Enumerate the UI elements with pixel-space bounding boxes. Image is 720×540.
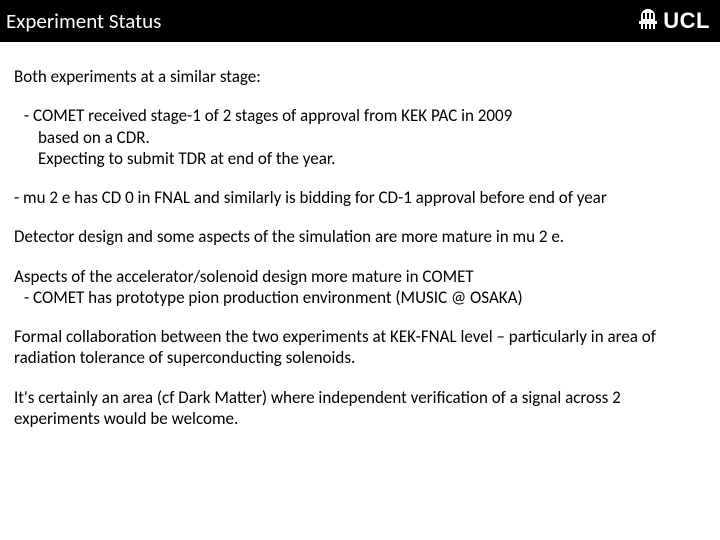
logo-text: UCL bbox=[663, 8, 710, 34]
detector-design: Detector design and some aspects of the … bbox=[14, 226, 706, 247]
header-bar: Experiment Status UCL bbox=[0, 0, 720, 42]
mu2e-status: - mu 2 e has CD 0 in FNAL and similarly … bbox=[14, 187, 706, 208]
comet-line2: based on a CDR. bbox=[14, 127, 706, 148]
slide-content: Both experiments at a similar stage: - C… bbox=[0, 42, 720, 429]
comet-status: - COMET received stage-1 of 2 stages of … bbox=[14, 105, 706, 169]
ucl-logo: UCL bbox=[637, 7, 710, 36]
intro-line: Both experiments at a similar stage: bbox=[14, 66, 706, 87]
dome-icon bbox=[637, 7, 659, 36]
comet-line1: - COMET received stage-1 of 2 stages of … bbox=[14, 105, 706, 126]
collaboration: Formal collaboration between the two exp… bbox=[14, 326, 706, 369]
accel-line1: Aspects of the accelerator/solenoid desi… bbox=[14, 266, 706, 287]
verification: It's certainly an area (cf Dark Matter) … bbox=[14, 387, 706, 430]
accelerator-design: Aspects of the accelerator/solenoid desi… bbox=[14, 266, 706, 309]
comet-line3: Expecting to submit TDR at end of the ye… bbox=[14, 148, 706, 169]
page-title: Experiment Status bbox=[6, 8, 161, 34]
accel-line2: - COMET has prototype pion production en… bbox=[14, 287, 706, 308]
